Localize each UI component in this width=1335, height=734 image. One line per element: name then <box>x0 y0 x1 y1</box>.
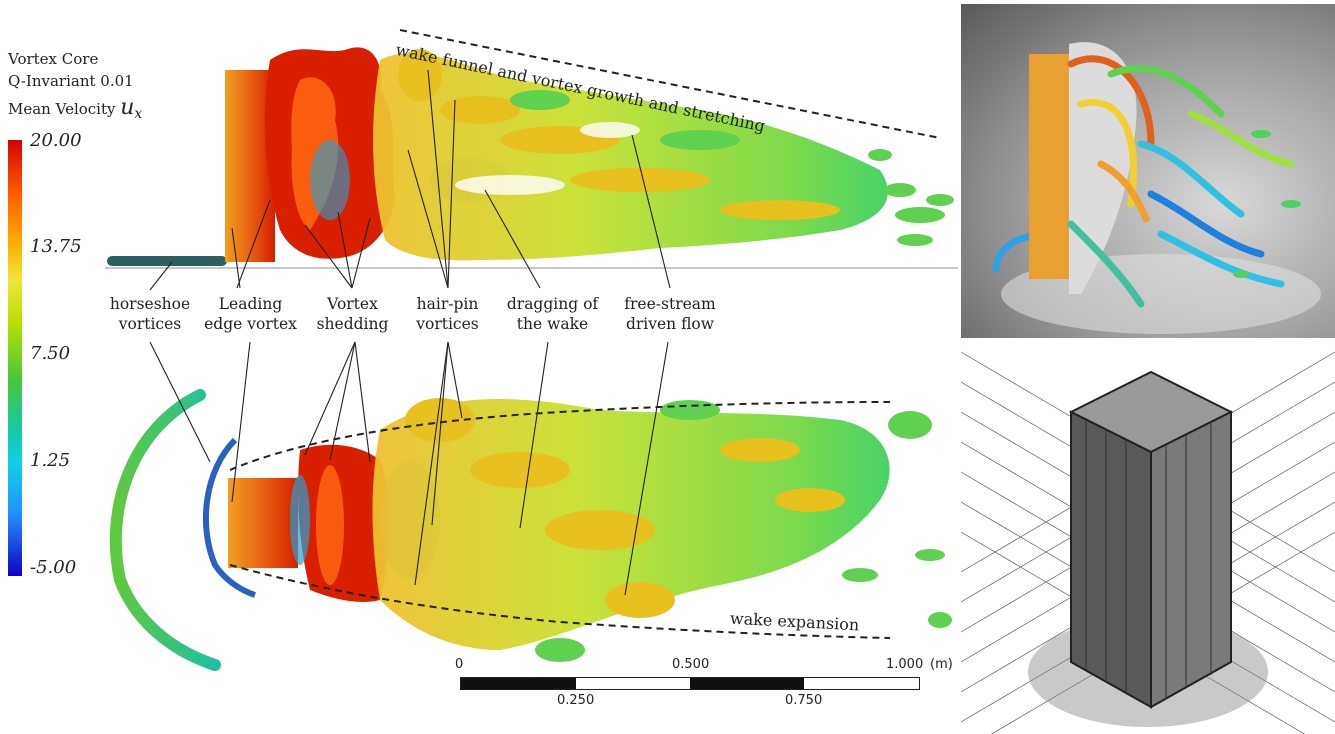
vortex-visualization <box>105 29 958 671</box>
label-hairpin-line-1: hair-pin <box>416 295 479 313</box>
scale-label-0-75: 0.750 <box>785 693 823 708</box>
label-leading-line-1: Leading <box>218 295 283 313</box>
label-dragging-line-2: the wake <box>516 315 589 333</box>
color-tick-minus-5: -5.00 <box>30 557 77 578</box>
scale-label-0-5: 0.500 <box>672 657 710 672</box>
side-view <box>105 29 958 291</box>
scale-bar <box>460 677 920 690</box>
label-dragging-line-1: dragging of <box>506 295 599 313</box>
label-shedding-line-1: Vortex <box>327 295 378 313</box>
label-free-stream-driven-flow: free-stream driven flow <box>620 294 720 334</box>
wake-lower-line <box>229 564 891 639</box>
wake-upper-line <box>229 401 891 471</box>
legend-symbol: u <box>120 95 135 120</box>
label-horseshoe-line-2: vortices <box>118 315 182 333</box>
label-leading-edge-vortex: Leading edge vortex <box>198 294 303 334</box>
mesh-view-panel <box>961 342 1335 734</box>
scale-label-1: 1.000 <box>886 657 924 672</box>
color-tick-7-5: 7.50 <box>30 343 71 364</box>
legend-title-line-3: Mean Velocity ux <box>8 95 143 124</box>
horseshoe-vortex-side <box>107 256 227 266</box>
label-hair-pin-vortices: hair-pin vortices <box>405 294 490 334</box>
color-bar <box>8 140 22 576</box>
color-tick-20: 20.00 <box>30 130 82 151</box>
color-tick-1-25: 1.25 <box>30 450 71 471</box>
color-tick-13-75: 13.75 <box>30 236 82 257</box>
building-footprint-top <box>228 478 298 568</box>
legend-title-text: Mean Velocity <box>8 100 116 118</box>
label-leading-line-2: edge vortex <box>204 315 297 333</box>
wake-funnel-line <box>399 29 941 139</box>
perspective-view-panel <box>961 4 1335 338</box>
label-horseshoe-vortices: horseshoe vortices <box>100 294 200 334</box>
top-view <box>109 341 952 671</box>
label-horseshoe-line-1: horseshoe <box>109 295 191 313</box>
label-shedding-line-2: shedding <box>316 315 389 333</box>
scale-label-0-25: 0.250 <box>557 693 595 708</box>
legend-title-line-2: Q-Invariant 0.01 <box>8 72 134 90</box>
scale-unit: (m) <box>930 657 953 672</box>
legend-symbol-sub: x <box>134 106 143 122</box>
legend-title-line-1: Vortex Core <box>8 50 99 68</box>
label-vortex-shedding: Vortex shedding <box>310 294 395 334</box>
horseshoe-ring <box>109 389 221 671</box>
label-freestream-line-1: free-stream <box>624 295 716 313</box>
label-dragging-of-wake: dragging of the wake <box>505 294 600 334</box>
label-freestream-line-2: driven flow <box>625 315 715 333</box>
label-hairpin-line-2: vortices <box>416 315 479 333</box>
scale-label-0: 0 <box>455 657 464 672</box>
